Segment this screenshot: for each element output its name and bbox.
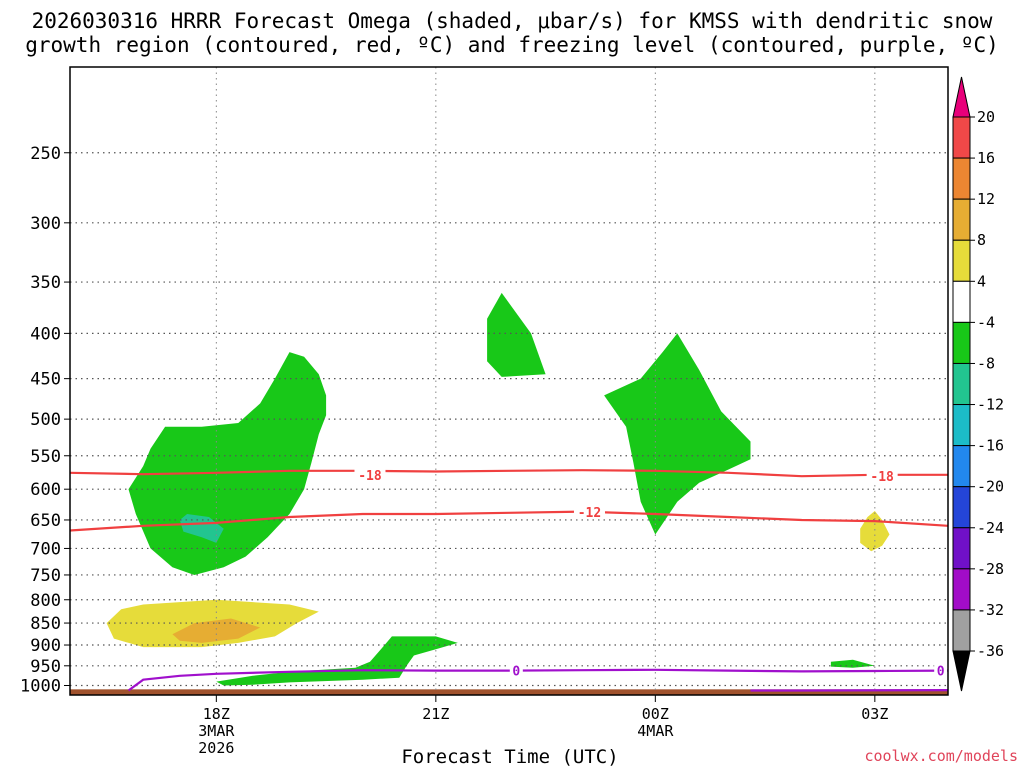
colorbar-label-11: -28 xyxy=(977,560,1004,578)
contour-line-2 xyxy=(127,668,948,692)
credit-text: coolwx.com/models xyxy=(864,747,1018,765)
colorbar-top-arrow xyxy=(952,76,971,118)
colorbar-bin-12 xyxy=(952,609,971,652)
y-tick-label-800: 800 xyxy=(30,591,61,611)
colorbar-label-3: 8 xyxy=(977,231,986,249)
colorbar-label-10: -24 xyxy=(977,519,1004,537)
x-tick-label-0-0: 18Z xyxy=(203,705,230,723)
plot-area: -18-18-12-12000 xyxy=(70,67,948,695)
y-tick-label-850: 850 xyxy=(30,614,61,634)
x-axis-title: Forecast Time (UTC) xyxy=(401,746,618,768)
colorbar-label-9: -20 xyxy=(977,478,1004,496)
x-tick-label-3-0: 21Z xyxy=(422,705,449,723)
title-line-1: 2026030316 HRRR Forecast Omega (shaded, … xyxy=(32,9,993,33)
colorbar-label-13: -36 xyxy=(977,642,1004,660)
colorbar-bin-2 xyxy=(952,198,971,241)
colorbar-label-2: 12 xyxy=(977,190,995,208)
colorbar-bin-4 xyxy=(952,280,971,323)
colorbar-bin-10 xyxy=(952,527,971,570)
plot-inner: -18-18-12-12000 xyxy=(70,67,948,695)
y-tick-label-500: 500 xyxy=(30,410,61,430)
y-tick-label-550: 550 xyxy=(30,447,61,467)
y-tick-label-1000: 1000 xyxy=(20,677,61,697)
omega-region-15 xyxy=(172,618,261,643)
axes: 2503003504004505005506006507007508008509… xyxy=(20,66,949,757)
y-tick-label-750: 750 xyxy=(30,566,61,586)
colorbar-label-6: -8 xyxy=(977,354,995,372)
x-tick-label-0-1: 3MAR xyxy=(198,722,235,740)
colorbar-label-0: 20 xyxy=(977,108,995,126)
colorbar-label-7: -12 xyxy=(977,396,1004,414)
y-tick-label-350: 350 xyxy=(30,273,61,293)
colorbar-bottom-arrow xyxy=(952,650,971,692)
colorbar-bin-0 xyxy=(952,116,971,159)
omega-region-0 xyxy=(128,352,327,575)
colorbar-bin-5 xyxy=(952,321,971,364)
omega-region-3 xyxy=(604,333,751,535)
ground-strip xyxy=(70,689,948,695)
x-tick-label-9-0: 03Z xyxy=(861,705,888,723)
contour-label-2-1: 0 xyxy=(937,665,945,680)
contour-line-5 xyxy=(750,688,948,692)
colorbar-bin-7 xyxy=(952,404,971,447)
omega-region-7 xyxy=(830,659,875,668)
contour-line-0 xyxy=(70,469,948,478)
colorbar-label-12: -32 xyxy=(977,601,1004,619)
omega-region-2 xyxy=(487,292,546,377)
omega-region-4 xyxy=(860,511,890,552)
colorbar-label-1: 16 xyxy=(977,149,995,167)
colorbar-bin-3 xyxy=(952,239,971,282)
y-tick-label-950: 950 xyxy=(30,657,61,677)
contour-label-0-1: -18 xyxy=(870,470,894,485)
title-line-2: growth region (contoured, red, ºC) and f… xyxy=(25,33,999,57)
colorbar-label-4: 4 xyxy=(977,272,986,290)
y-tick-label-650: 650 xyxy=(30,511,61,531)
x-tick-label-0-2: 2026 xyxy=(198,739,234,757)
x-tick-label-6-0: 00Z xyxy=(642,705,669,723)
colorbar-bin-6 xyxy=(952,362,971,406)
colorbar-bin-1 xyxy=(952,157,971,200)
colorbar-label-5: -4 xyxy=(977,313,995,331)
contour-label-bg-2-0 xyxy=(509,662,523,678)
title: 2026030316 HRRR Forecast Omega (shaded, … xyxy=(25,9,999,57)
contour-line-1 xyxy=(70,510,948,532)
contour-label-0-0: -18 xyxy=(358,469,382,484)
contour-label-bg-0-0 xyxy=(354,466,386,482)
contour-label-bg-0-1 xyxy=(866,468,898,484)
y-tick-label-400: 400 xyxy=(30,324,61,344)
colorbar-bin-11 xyxy=(952,568,971,611)
contour-label-bg-2-1 xyxy=(934,662,948,678)
y-tick-label-450: 450 xyxy=(30,370,61,390)
contour-label-bg-1-0 xyxy=(573,504,605,520)
colorbar-bin-8 xyxy=(952,445,971,488)
y-tick-label-250: 250 xyxy=(30,144,61,164)
x-tick-label-6-1: 4MAR xyxy=(637,722,674,740)
y-tick-label-300: 300 xyxy=(30,214,61,234)
y-tick-label-900: 900 xyxy=(30,636,61,656)
omega-region-16 xyxy=(216,636,458,686)
contour-label-1-0: -12 xyxy=(578,506,601,521)
colorbar-bin-9 xyxy=(952,486,971,529)
colorbar: 20 16 12 8 4 -4 -8 -12 -16 -20 -24 -28 -32 -36 xyxy=(952,76,1004,692)
contour-label-2-0: 0 xyxy=(512,665,520,680)
omega-region-1 xyxy=(179,514,224,543)
colorbar-label-8: -16 xyxy=(977,437,1004,455)
y-tick-label-600: 600 xyxy=(30,480,61,500)
y-tick-label-700: 700 xyxy=(30,539,61,559)
plot-frame xyxy=(69,66,949,696)
